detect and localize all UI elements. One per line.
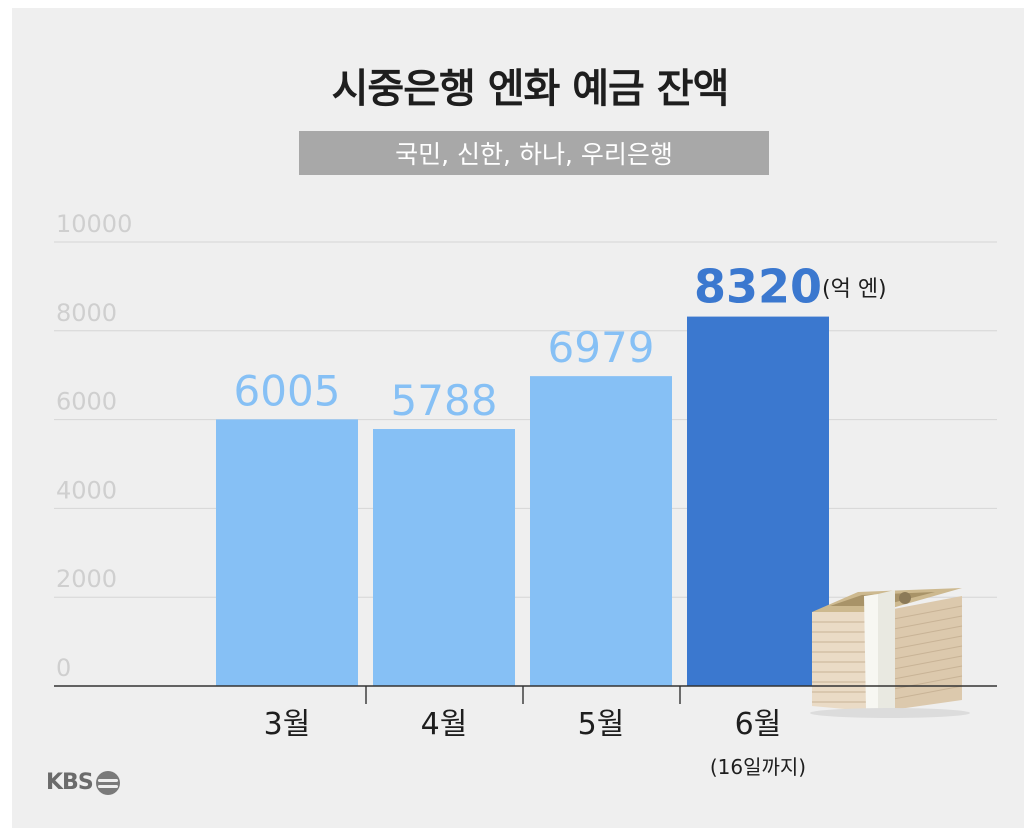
bar [687, 316, 829, 686]
kbs-logo: KBS [46, 770, 120, 795]
x-tick-label: 5월 [578, 707, 625, 742]
yen-bill-stack-icon [810, 588, 970, 718]
y-tick-label: 8000 [56, 299, 117, 327]
x-tick-note: (16일까지) [710, 755, 806, 779]
y-axis-ticks: 0 2000 4000 6000 8000 10000 [56, 210, 132, 682]
category-separators [365, 686, 681, 704]
data-label: 6005 [234, 366, 341, 415]
y-tick-label: 6000 [56, 388, 117, 416]
y-tick-label: 4000 [56, 476, 117, 504]
y-tick-label: 2000 [56, 565, 117, 593]
logo-text: KBS [46, 770, 94, 795]
unit-label: (억 엔) [822, 277, 887, 302]
data-label: 6979 [548, 323, 655, 372]
y-tick-label: 0 [56, 654, 71, 682]
x-tick-label: 6월 [735, 707, 782, 742]
bars: 6005 5788 6979 8320 [216, 260, 829, 686]
bar [216, 419, 358, 686]
grid-lines [54, 241, 997, 598]
chart-card: 시중은행 엔화 예금 잔액 국민, 신한, 하나, 우리은행 [12, 8, 1024, 828]
bar [373, 429, 515, 686]
chart-subtitle: 국민, 신한, 하나, 우리은행 [299, 131, 769, 175]
data-label: 8320 [694, 260, 822, 314]
x-tick-label: 3월 [264, 707, 311, 742]
kbs-logo-icon [95, 770, 120, 795]
data-label: 5788 [391, 376, 498, 425]
chart-title: 시중은행 엔화 예금 잔액 [331, 66, 730, 112]
x-tick-label: 4월 [421, 707, 468, 742]
bar [530, 376, 672, 686]
x-axis-labels: 3월 4월 5월 6월 (16일까지) [264, 707, 806, 779]
y-tick-label: 10000 [56, 210, 132, 238]
